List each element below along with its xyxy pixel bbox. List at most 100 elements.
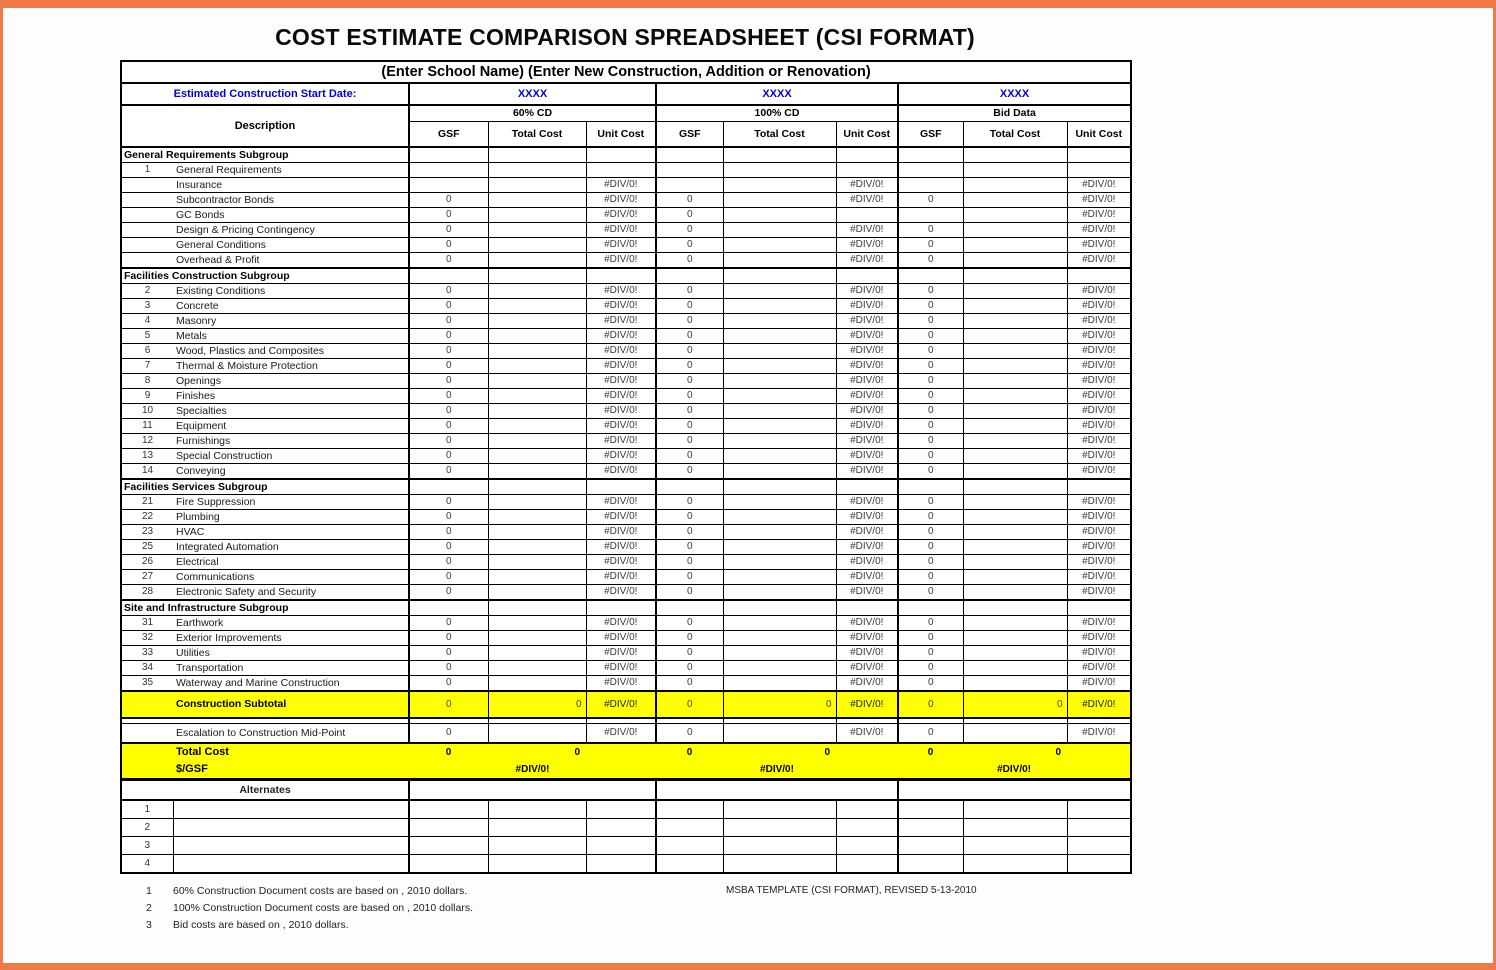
total-cost-cell <box>487 403 587 419</box>
gsf-cell: 0 <box>897 494 964 510</box>
description-cell: Thermal & Moisture Protection <box>173 358 410 374</box>
empty-cell <box>835 599 899 616</box>
gsf-cell: 0 <box>408 645 489 661</box>
unit-cost-cell: #DIV/0! <box>835 554 899 570</box>
unit-cost-cell <box>835 207 899 223</box>
unit-cost-cell: #DIV/0! <box>835 675 899 692</box>
cost-estimate-table: (Enter School Name) (Enter New Construct… <box>120 60 1133 780</box>
csi-number-cell: 35 <box>120 675 173 692</box>
unit-cost-cell: #DIV/0! <box>585 192 657 208</box>
gsf-cell: 0 <box>897 660 964 676</box>
empty-cell <box>408 146 489 163</box>
unit-cost-cell: #DIV/0! <box>585 222 657 238</box>
description-cell: Conveying <box>173 463 410 480</box>
description-cell: Waterway and Marine Construction <box>173 675 410 692</box>
total-cost-cell <box>722 388 837 404</box>
gsf-cell: 0 <box>408 207 489 223</box>
section-header-row: Facilities Services Subgroup <box>120 478 1133 495</box>
description-cell: Concrete <box>173 298 410 314</box>
csi-number-cell: 22 <box>120 509 173 525</box>
unit-cost-cell: #DIV/0! <box>1066 313 1133 329</box>
unit-cost-cell: #DIV/0! <box>835 569 899 585</box>
total-cost-cell: 0 <box>962 690 1068 719</box>
spacer-row <box>120 718 1133 724</box>
csi-number-cell: 21 <box>120 494 173 510</box>
section-title: General Requirements Subgroup <box>120 146 410 163</box>
description-cell: Plumbing <box>173 509 410 525</box>
unit-cost-cell: #DIV/0! <box>835 690 899 719</box>
total-cost-cell <box>962 645 1068 661</box>
table-row: 6 Wood, Plastics and Composites 0 #DIV/0! 0 #… <box>120 343 1133 359</box>
gsf-cell: 0 <box>408 298 489 314</box>
gsf-cell <box>897 177 964 193</box>
total-cost-cell <box>962 418 1068 434</box>
gsf-cell: 0 <box>897 448 964 464</box>
total-cost-cell <box>722 313 837 329</box>
gsf-cell <box>408 177 489 193</box>
gsf-cell: 0 <box>897 343 964 359</box>
description-cell: Wood, Plastics and Composites <box>173 343 410 359</box>
csi-number-cell: 34 <box>120 660 173 676</box>
total-cost-cell <box>722 403 837 419</box>
unit-cost-cell: #DIV/0! <box>835 192 899 208</box>
gsf-cell: 0 <box>897 298 964 314</box>
unit-cost-cell: #DIV/0! <box>585 433 657 449</box>
total-cost-cell <box>722 433 837 449</box>
table-row: 2 Existing Conditions 0 #DIV/0! 0 #DIV/0! 0 #DI… <box>120 283 1133 299</box>
gsf-cell: 0 <box>897 615 964 631</box>
gsf-cell: 0 <box>408 252 489 269</box>
total-cost-cell <box>487 723 587 744</box>
total-cost-cell <box>722 373 837 389</box>
unit-cost-cell: #DIV/0! <box>585 448 657 464</box>
unit-cost-cell: #DIV/0! <box>1066 539 1133 555</box>
gsf-cell: 0 <box>655 723 724 744</box>
total-cost-cell <box>487 207 587 223</box>
unit-cost-cell: #DIV/0! <box>585 283 657 299</box>
empty-cell <box>408 818 489 837</box>
alternate-row: 4 <box>120 854 1133 874</box>
total-cost-cell <box>487 192 587 208</box>
unit-cost-cell: #DIV/0! <box>585 418 657 434</box>
table-row: Insurance #DIV/0! #DIV/0! #DIV/0! <box>120 177 1133 193</box>
csi-number-cell: 7 <box>120 358 173 374</box>
total-cost-cell <box>962 660 1068 676</box>
empty-cell <box>585 478 657 495</box>
unit-cost-cell: #DIV/0! <box>585 177 657 193</box>
unit-cost-cell: #DIV/0! <box>1066 373 1133 389</box>
table-row: 3 Concrete 0 #DIV/0! 0 #DIV/0! 0 #DIV/0! <box>120 298 1133 314</box>
footnote-text: 60% Construction Document costs are base… <box>173 885 468 897</box>
total-cost-cell <box>962 448 1068 464</box>
unit-cost-cell <box>586 743 656 761</box>
gsf-cell: 0 <box>897 690 964 719</box>
total-cost-cell <box>487 162 587 178</box>
unit-cost-cell: #DIV/0! <box>1066 358 1133 374</box>
unit-cost-cell: #DIV/0! <box>585 237 657 253</box>
gsf-cell: 0 <box>409 743 488 761</box>
total-cost-cell <box>722 358 837 374</box>
empty-cell <box>121 761 173 779</box>
alternates-group-60cd <box>408 779 658 801</box>
gsf-cell: 0 <box>408 388 489 404</box>
empty-cell <box>1066 718 1133 724</box>
empty-cell <box>1066 599 1133 616</box>
total-cost-cell <box>962 569 1068 585</box>
description-header: Description <box>120 104 410 148</box>
total-cost-cell <box>722 509 837 525</box>
description-cell: Equipment <box>173 418 410 434</box>
total-cost-cell <box>722 252 837 269</box>
unit-cost-cell: #DIV/0! <box>585 584 657 601</box>
csi-number-cell: 6 <box>120 343 173 359</box>
gsf-cell: 0 <box>655 494 724 510</box>
description-cell: Exterior Improvements <box>173 630 410 646</box>
total-cost-cell <box>962 222 1068 238</box>
total-cost-cell <box>962 373 1068 389</box>
gsf-cell: 0 <box>897 584 964 601</box>
empty-cell <box>897 799 964 819</box>
gsf-cell: 0 <box>655 192 724 208</box>
table-row: GC Bonds 0 #DIV/0! 0 #DIV/0! <box>120 207 1133 223</box>
empty-cell <box>1066 478 1133 495</box>
footnote: 2 100% Construction Document costs are b… <box>146 900 473 917</box>
empty-cell <box>1066 799 1133 819</box>
description-cell: Utilities <box>173 645 410 661</box>
construction-subtotal-row: Construction Subtotal 0 0 #DIV/0! 0 0 #DIV/0! 0… <box>120 690 1133 719</box>
